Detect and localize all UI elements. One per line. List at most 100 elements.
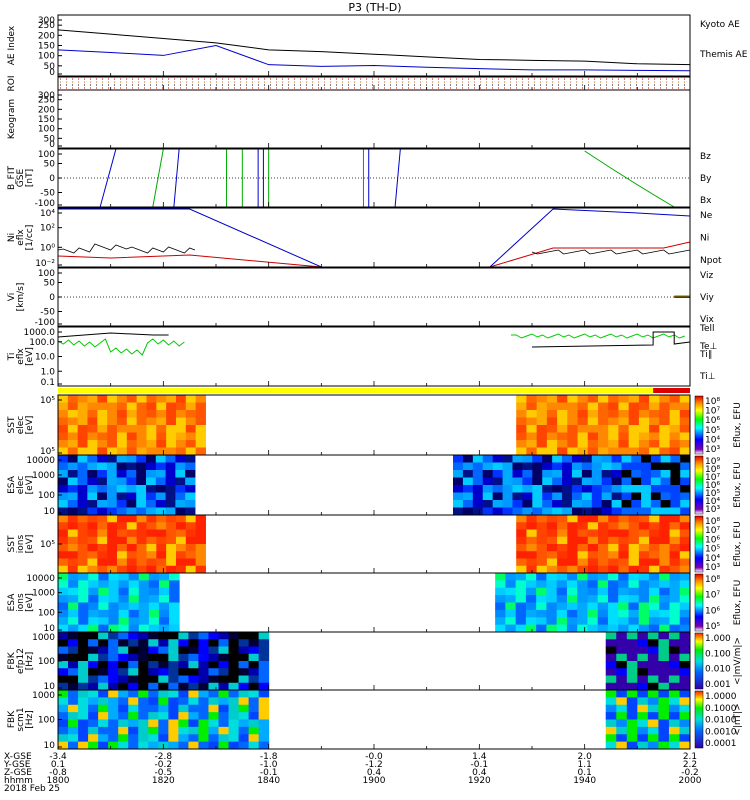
heat-cell-fbk-bfield	[258, 719, 270, 728]
heat-cell-sst-electron	[618, 410, 630, 418]
heat-cell-sst-electron	[87, 432, 98, 441]
heat-cell-sst-electron	[557, 410, 568, 418]
heat-cell-esa-ion	[158, 624, 170, 633]
heat-cell-sst-ion	[557, 558, 568, 567]
footer-value: -1.2	[365, 760, 383, 770]
heat-cell-esa-ion	[618, 624, 629, 633]
heat-cell-esa-ion	[628, 573, 640, 581]
heat-cell-sst-electron	[67, 447, 79, 456]
heat-cell-sst-ion	[175, 544, 187, 552]
heat-cell-esa-ion	[505, 587, 517, 596]
heat-cell-fbk-efield	[98, 639, 109, 647]
heat-cell-esa-electron	[58, 507, 69, 516]
heat-cell-sst-electron	[146, 432, 157, 441]
heat-cell-esa-ion	[158, 580, 170, 589]
heat-cell-fbk-efield	[208, 668, 220, 676]
heat-cell-esa-electron	[472, 507, 484, 516]
heat-cell-fbk-bfield	[78, 704, 89, 713]
colorbar-tick-label: 10⁴	[705, 497, 720, 507]
heat-cell-esa-ion	[169, 617, 180, 626]
heat-cell-fbk-efield	[658, 675, 670, 684]
y-tick-label: 100	[38, 608, 55, 618]
heat-cell-esa-ion	[679, 595, 691, 603]
heat-cell-sst-ion	[628, 551, 640, 559]
heat-cell-sst-ion	[638, 551, 650, 559]
y-tick-label: 1.0	[41, 367, 56, 377]
y-tick-label: 10	[44, 682, 56, 692]
heat-cell-sst-electron	[546, 432, 558, 441]
heat-cell-sst-ion	[618, 515, 630, 523]
heat-cell-sst-ion	[659, 551, 671, 559]
heat-cell-sst-ion	[136, 551, 147, 559]
heat-cell-sst-electron	[577, 395, 589, 403]
heat-cell-sst-ion	[67, 522, 79, 530]
heat-cell-sst-ion	[156, 551, 167, 559]
heat-cell-sst-electron	[116, 432, 128, 441]
heat-cell-sst-ion	[618, 544, 630, 552]
y-tick-label: 100.0	[29, 338, 55, 348]
heat-cell-esa-ion	[536, 624, 547, 633]
heat-cell-esa-electron	[77, 485, 88, 493]
heat-cell-esa-electron	[116, 455, 127, 463]
heat-cell-sst-electron	[516, 417, 527, 426]
heat-cell-fbk-efield	[128, 653, 139, 662]
footer-value: -1.0	[260, 760, 278, 770]
heat-cell-fbk-efield	[158, 632, 169, 640]
heat-cell-sst-ion	[107, 536, 118, 545]
heat-cell-sst-ion	[597, 551, 609, 559]
heat-cell-sst-ion	[58, 515, 69, 523]
heat-cell-esa-electron	[621, 477, 632, 486]
heat-cell-fbk-efield	[78, 653, 89, 662]
heat-cell-esa-ion	[515, 602, 527, 611]
heat-cell-esa-electron	[77, 500, 88, 508]
heat-cell-esa-ion	[577, 602, 588, 611]
heat-cell-fbk-efield	[658, 668, 670, 676]
heat-cell-sst-electron	[526, 395, 538, 403]
heat-cell-fbk-bfield	[138, 697, 149, 706]
heat-cell-fbk-efield	[679, 661, 691, 669]
heat-cell-esa-ion	[546, 587, 558, 596]
heat-cell-esa-ion	[128, 602, 140, 611]
heat-cell-esa-ion	[628, 602, 640, 611]
heat-cell-sst-electron	[126, 417, 138, 426]
y-tick-label: 10⁵	[40, 540, 55, 550]
heat-cell-esa-electron	[58, 470, 69, 478]
heat-cell-esa-electron	[571, 500, 583, 508]
colorbar-tick-label: 0.010	[705, 665, 731, 675]
heat-cell-fbk-bfield	[148, 712, 159, 720]
heat-cell-sst-electron	[195, 425, 206, 433]
heat-cell-esa-ion	[556, 580, 568, 589]
heat-cell-sst-ion	[97, 565, 108, 574]
heat-cell-sst-ion	[608, 551, 619, 559]
heat-cell-esa-ion	[118, 609, 130, 618]
heat-cell-fbk-bfield	[108, 712, 119, 720]
heat-cell-sst-ion	[536, 536, 548, 545]
heat-cell-esa-ion	[679, 587, 691, 596]
heat-cell-sst-electron	[679, 425, 691, 433]
heat-cell-esa-electron	[571, 485, 583, 493]
heat-cell-sst-ion	[77, 558, 88, 567]
heat-cell-sst-electron	[546, 395, 558, 403]
heat-cell-sst-electron	[97, 432, 108, 441]
heat-cell-esa-ion	[556, 617, 568, 626]
heat-cell-esa-ion	[546, 609, 558, 618]
heat-cell-esa-ion	[58, 587, 69, 596]
heat-cell-sst-electron	[526, 417, 538, 426]
heat-cell-esa-electron	[67, 500, 79, 508]
heat-cell-sst-electron	[156, 425, 167, 433]
heat-cell-fbk-bfield	[616, 690, 628, 698]
heat-cell-sst-electron	[679, 440, 691, 448]
ylabel-text: Keogram	[7, 99, 17, 139]
heat-cell-sst-electron	[58, 402, 69, 411]
heat-cell-esa-electron	[670, 500, 681, 508]
footer-value: 2.2	[683, 760, 697, 770]
heat-cell-esa-electron	[146, 470, 157, 478]
heat-cell-fbk-bfield	[637, 726, 649, 735]
heat-cell-sst-ion	[679, 522, 691, 530]
heat-cell-sst-electron	[649, 447, 660, 456]
heat-cell-sst-electron	[659, 417, 671, 426]
heat-cell-esa-electron	[462, 462, 474, 471]
heat-cell-fbk-efield	[158, 668, 169, 676]
heat-cell-sst-electron	[628, 432, 640, 441]
heat-cell-esa-electron	[611, 477, 623, 486]
